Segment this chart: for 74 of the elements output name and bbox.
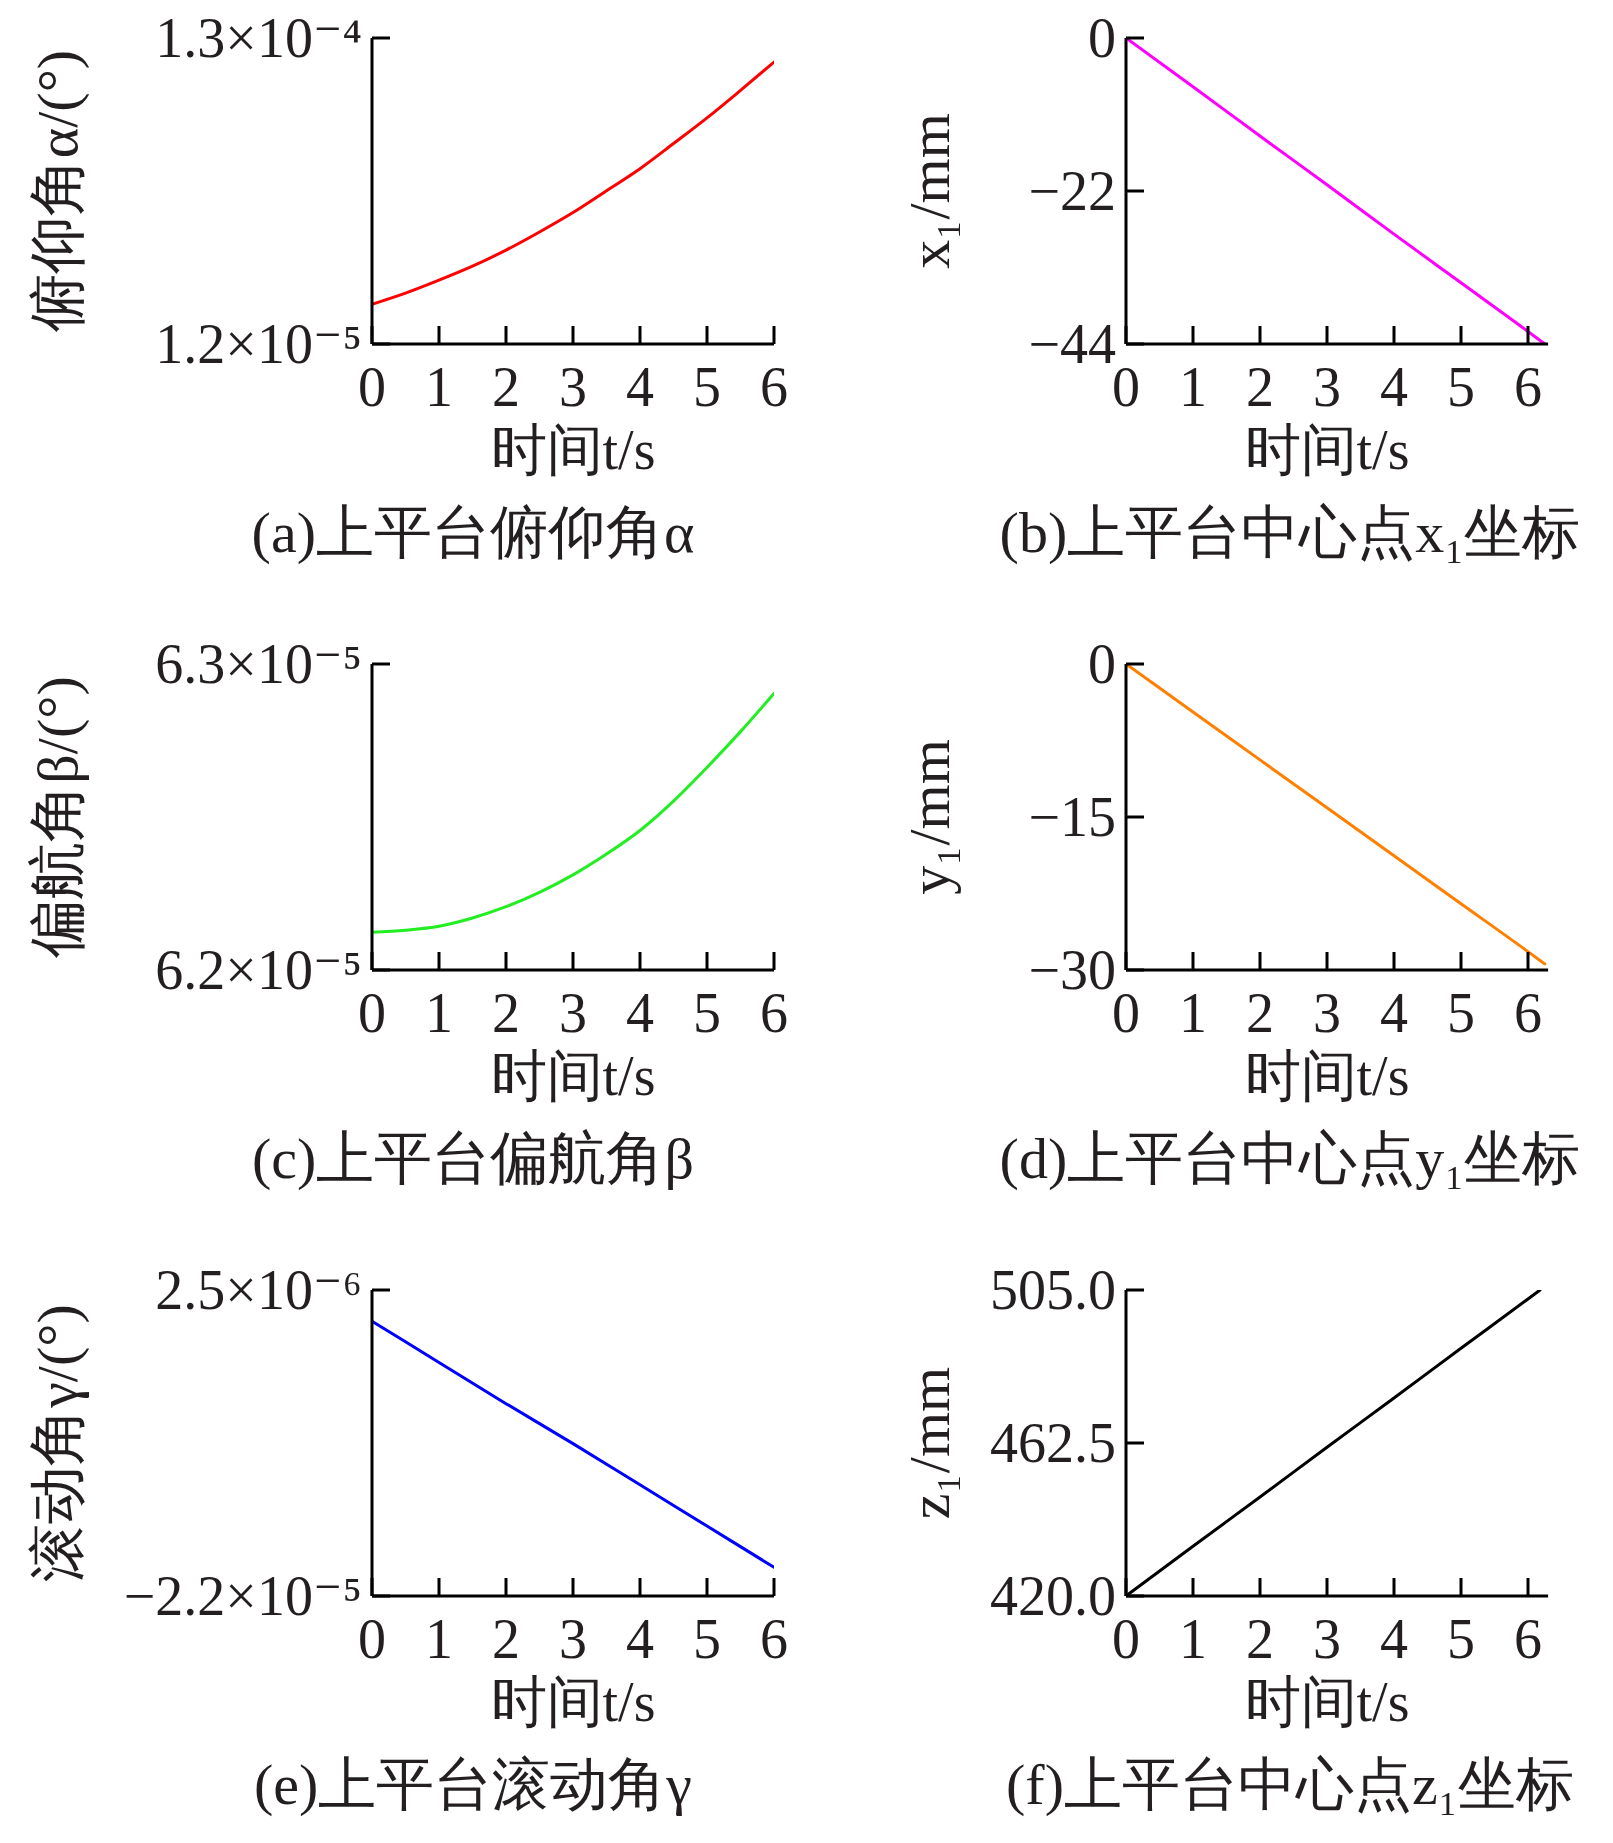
- line-series: [372, 1319, 774, 1569]
- x-tick-label: 3: [1313, 356, 1341, 418]
- x-tick-label: 3: [559, 356, 587, 418]
- x-tick-label: 4: [1380, 1608, 1408, 1670]
- text: (a)上平台俯仰角α: [251, 500, 695, 565]
- y-tick-label: 6.3×10⁻⁵: [155, 633, 362, 695]
- y-tick-label: 0: [1088, 7, 1116, 69]
- x-axis-title: 时间t/s: [1244, 419, 1410, 481]
- y-tick-label: −15: [1028, 786, 1116, 848]
- y-tick-label: 2.5×10⁻⁶: [155, 1259, 362, 1321]
- x-tick-label: 1: [425, 1608, 453, 1670]
- y-tick-label: 505.0: [990, 1259, 1116, 1321]
- x-axis-title: 时间t/s: [490, 1671, 656, 1733]
- x-tick-label: 4: [626, 1608, 654, 1670]
- x-tick-label: 2: [1246, 1608, 1274, 1670]
- y-tick-label: −2.2×10⁻⁵: [123, 1565, 362, 1627]
- x-tick-label: 4: [1380, 356, 1408, 418]
- x-tick-label: 5: [1447, 982, 1475, 1044]
- y-tick-label: 1.3×10⁻⁴: [155, 7, 362, 69]
- y-tick-label: −44: [1028, 313, 1116, 375]
- x-tick-label: 3: [559, 1608, 587, 1670]
- x-tick-label: 3: [559, 982, 587, 1044]
- y-tick-label: 6.2×10⁻⁵: [155, 939, 362, 1001]
- x-tick-label: 4: [1380, 982, 1408, 1044]
- x-tick-label: 4: [626, 982, 654, 1044]
- x-tick-label: 6: [760, 356, 788, 418]
- line-series: [1126, 38, 1547, 344]
- x-tick-label: 2: [1246, 356, 1274, 418]
- x-tick-label: 6: [1514, 356, 1542, 418]
- x-tick-label: 3: [1313, 1608, 1341, 1670]
- x-tick-label: 5: [693, 1608, 721, 1670]
- x-tick-label: 4: [626, 356, 654, 418]
- x-tick-label: 6: [1514, 1608, 1542, 1670]
- x-tick-label: 1: [1179, 356, 1207, 418]
- x-tick-label: 5: [693, 982, 721, 1044]
- y-axis-title: z₁/mm: [897, 1366, 962, 1520]
- x-tick-label: 1: [1179, 1608, 1207, 1670]
- x-tick-label: 6: [760, 982, 788, 1044]
- x-tick-label: 6: [760, 1608, 788, 1670]
- text: (b)上平台中心点x₁坐标: [999, 500, 1581, 565]
- x-tick-label: 2: [492, 982, 520, 1044]
- x-axis-title: 时间t/s: [1244, 1045, 1410, 1107]
- y-axis-title: x₁/mm: [897, 113, 962, 269]
- x-tick-label: 5: [1447, 1608, 1475, 1670]
- y-tick-label: 0: [1088, 633, 1116, 695]
- x-tick-label: 1: [425, 982, 453, 1044]
- x-tick-label: 6: [1514, 982, 1542, 1044]
- x-tick-label: 1: [1179, 982, 1207, 1044]
- x-tick-label: 2: [492, 1608, 520, 1670]
- text: (c)上平台偏航角β: [252, 1126, 694, 1191]
- x-tick-label: 5: [1447, 356, 1475, 418]
- line-series: [372, 691, 774, 934]
- x-axis-title: 时间t/s: [490, 1045, 656, 1107]
- y-tick-label: 420.0: [990, 1565, 1116, 1627]
- y-axis-title: 偏航角β/(°): [25, 676, 90, 958]
- x-tick-label: 2: [492, 356, 520, 418]
- y-axis-title: 滚动角γ/(°): [25, 1304, 90, 1582]
- x-axis-title: 时间t/s: [490, 419, 656, 481]
- x-tick-label: 1: [425, 356, 453, 418]
- line-series: [372, 60, 774, 306]
- text: (e)上平台滚动角γ: [253, 1752, 693, 1817]
- y-tick-label: −22: [1028, 160, 1116, 222]
- y-axis-title: y₁/mm: [897, 739, 962, 895]
- y-tick-label: 1.2×10⁻⁵: [155, 313, 362, 375]
- line-series: [1126, 664, 1547, 966]
- text: (d)上平台中心点y₁坐标: [999, 1126, 1581, 1191]
- x-axis-title: 时间t/s: [1244, 1671, 1410, 1733]
- y-tick-label: −30: [1028, 939, 1116, 1001]
- text: (f)上平台中心点z₁坐标: [1006, 1752, 1574, 1817]
- x-tick-label: 2: [1246, 982, 1274, 1044]
- y-axis-title: 俯仰角α/(°): [25, 49, 90, 333]
- y-tick-label: 462.5: [990, 1412, 1116, 1474]
- x-tick-label: 3: [1313, 982, 1341, 1044]
- x-tick-label: 5: [693, 356, 721, 418]
